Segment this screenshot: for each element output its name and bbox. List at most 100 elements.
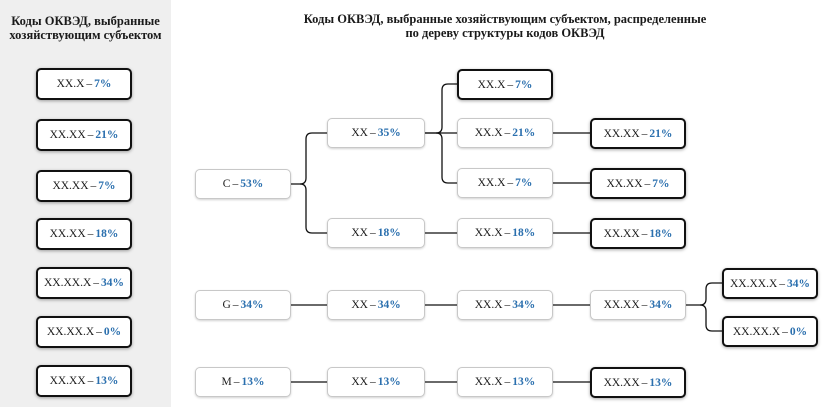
percent-label: 7% — [98, 180, 116, 192]
percent-label: 18% — [649, 227, 673, 240]
code-label: M — [221, 376, 232, 388]
percent-label: 18% — [95, 228, 119, 240]
separator: – — [93, 277, 100, 289]
connector-line — [425, 83, 457, 134]
sidebar-code-box[interactable]: XX.XX –13% — [36, 365, 132, 397]
percent-label: 7% — [652, 177, 670, 190]
tree-node[interactable]: XX.X –21% — [457, 118, 553, 148]
percent-label: 0% — [789, 325, 808, 338]
separator: – — [369, 227, 376, 239]
separator: – — [369, 127, 376, 139]
percent-label: 13% — [649, 376, 673, 389]
separator: – — [507, 177, 514, 189]
separator: – — [504, 376, 511, 388]
separator: – — [369, 299, 376, 311]
percent-label: 34% — [101, 277, 125, 289]
separator: – — [644, 177, 651, 190]
code-label: C — [222, 178, 231, 190]
code-label: XX.XX — [603, 376, 640, 389]
separator: – — [232, 299, 239, 311]
code-label: XX.X — [474, 376, 503, 388]
tree-node-selected[interactable]: XX.XX –21% — [590, 118, 686, 149]
code-label: XX — [351, 299, 368, 311]
separator: – — [507, 78, 514, 91]
code-label: G — [222, 299, 231, 311]
code-label: XX.XX — [49, 129, 86, 141]
percent-label: 34% — [377, 299, 401, 311]
connector-line — [299, 183, 327, 234]
code-label: XX.XX — [603, 299, 640, 311]
separator: – — [233, 376, 240, 388]
code-label: XX — [351, 227, 368, 239]
sidebar-code-box[interactable]: XX.XX.X –0% — [36, 316, 132, 348]
sidebar-code-box[interactable]: XX.XX.X –34% — [36, 267, 132, 299]
separator: – — [504, 127, 511, 139]
separator: – — [232, 178, 239, 190]
code-label: XX.XX.X — [46, 326, 95, 338]
code-label: XX.X — [474, 299, 503, 311]
percent-label: 21% — [512, 127, 536, 139]
sidebar-panel: Коды ОКВЭД, выбранные хозяйствующим субъ… — [0, 0, 171, 407]
separator: – — [87, 129, 94, 141]
tree-node[interactable]: XX –34% — [327, 290, 425, 320]
sidebar-code-box[interactable]: XX.XX –7% — [36, 170, 132, 202]
percent-label: 7% — [94, 78, 112, 90]
tree-node-selected[interactable]: XX.XX –18% — [590, 218, 686, 249]
tree-node-G[interactable]: G –34% — [195, 290, 291, 320]
code-label: XX — [351, 127, 368, 139]
code-label: XX.XX — [52, 180, 89, 192]
tree-node-selected[interactable]: XX.XX –13% — [590, 367, 686, 398]
tree-node[interactable]: XX.XX –34% — [590, 290, 686, 320]
separator: – — [504, 227, 511, 239]
percent-label: 7% — [515, 177, 533, 189]
connector-line — [291, 132, 327, 185]
percent-label: 0% — [103, 326, 122, 338]
tree-node-selected[interactable]: XX.XX.X –0% — [722, 316, 818, 347]
code-label: XX — [351, 376, 368, 388]
tree-node[interactable]: XX –35% — [327, 118, 425, 148]
separator: – — [782, 325, 788, 338]
tree-node[interactable]: XX.X –34% — [457, 290, 553, 320]
tree-node-M[interactable]: M –13% — [195, 367, 291, 397]
connector-line — [435, 132, 457, 184]
code-label: XX.XX.X — [729, 277, 778, 290]
tree-node[interactable]: XX.X –7% — [457, 168, 553, 198]
tree-node-C[interactable]: C –53% — [195, 169, 291, 199]
tree-node[interactable]: XX.X –13% — [457, 367, 553, 397]
tree-node[interactable]: XX –18% — [327, 218, 425, 248]
separator: – — [96, 326, 102, 338]
code-label: XX.XX — [49, 228, 86, 240]
tree-node[interactable]: XX –13% — [327, 367, 425, 397]
code-label: XX.XX — [49, 375, 86, 387]
percent-label: 13% — [95, 375, 119, 387]
separator: – — [90, 180, 97, 192]
tree-title: Коды ОКВЭД, выбранные хозяйствующим субъ… — [303, 12, 707, 40]
percent-label: 18% — [512, 227, 536, 239]
percent-label: 13% — [377, 376, 401, 388]
tree-node[interactable]: XX.X –18% — [457, 218, 553, 248]
separator: – — [641, 299, 648, 311]
percent-label: 34% — [240, 299, 264, 311]
code-label: XX.XX.X — [732, 325, 781, 338]
percent-label: 34% — [512, 299, 536, 311]
tree-node-selected[interactable]: XX.XX.X –34% — [722, 268, 818, 299]
code-label: XX.XX — [603, 227, 640, 240]
percent-label: 34% — [787, 277, 811, 290]
code-label: XX.X — [474, 127, 503, 139]
tree-node-selected[interactable]: XX.X –7% — [457, 69, 553, 100]
sidebar-code-box[interactable]: XX.X –7% — [36, 68, 132, 100]
separator: – — [86, 78, 93, 90]
percent-label: 53% — [240, 178, 264, 190]
separator: – — [369, 376, 376, 388]
percent-label: 18% — [377, 227, 401, 239]
separator: – — [87, 228, 94, 240]
tree-node-selected[interactable]: XX.XX –7% — [590, 168, 686, 199]
sidebar-code-box[interactable]: XX.XX –21% — [36, 119, 132, 151]
sidebar-code-box[interactable]: XX.XX –18% — [36, 218, 132, 250]
percent-label: 7% — [515, 78, 533, 91]
code-label: XX.XX — [606, 177, 643, 190]
separator: – — [87, 375, 94, 387]
percent-label: 21% — [649, 127, 673, 140]
connector-line — [699, 304, 722, 332]
